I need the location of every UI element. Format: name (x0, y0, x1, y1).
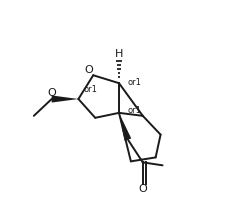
Text: H: H (115, 49, 123, 59)
Polygon shape (119, 113, 131, 141)
Polygon shape (52, 95, 78, 103)
Text: O: O (84, 65, 93, 75)
Text: or1: or1 (128, 106, 142, 115)
Text: or1: or1 (128, 78, 142, 87)
Text: O: O (138, 184, 147, 194)
Text: or1: or1 (83, 85, 97, 94)
Text: O: O (47, 88, 56, 98)
